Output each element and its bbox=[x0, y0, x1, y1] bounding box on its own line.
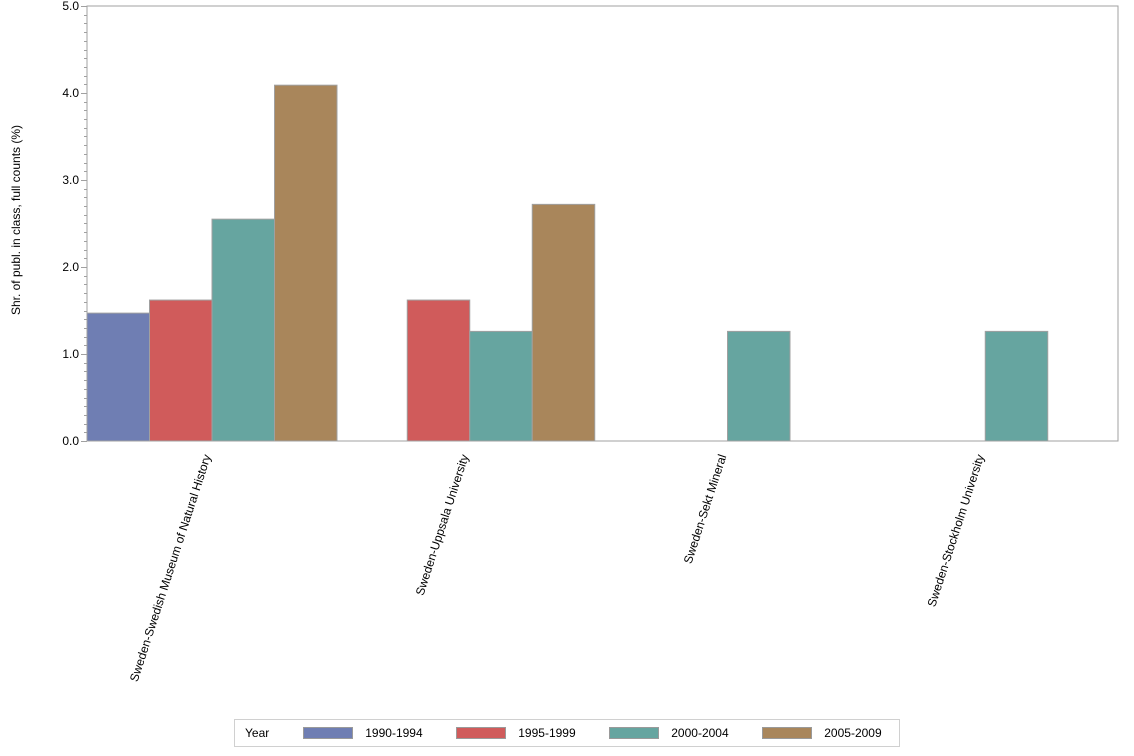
legend-label: 1995-1999 bbox=[518, 726, 576, 740]
bar bbox=[531, 203, 596, 442]
x-tick-label: Sweden-Sekt Mineral bbox=[681, 453, 730, 566]
x-tick-label: Sweden-Stockholm University bbox=[925, 453, 988, 609]
y-tick-label: 5.0 bbox=[62, 0, 79, 13]
x-tick-label: Sweden-Swedish Museum of Natural History bbox=[127, 453, 214, 684]
bar-chart: 0.0 1.0 2.0 3.0 4.0 5.0 Sweden-Swedish Museum… bbox=[9, 0, 1119, 684]
bar bbox=[727, 330, 791, 442]
y-tick-label: 3.0 bbox=[62, 173, 79, 187]
bars bbox=[86, 84, 1049, 442]
bar bbox=[984, 330, 1049, 442]
y-tick-label: 1.0 bbox=[62, 347, 79, 361]
legend-swatch bbox=[762, 727, 813, 739]
legend-title: Year bbox=[245, 726, 270, 740]
y-axis: 0.0 1.0 2.0 3.0 4.0 5.0 bbox=[62, 0, 1119, 448]
legend: Year 1990-1994 1995-1999 2000-2004 2005-200… bbox=[234, 719, 900, 747]
bar bbox=[149, 299, 213, 442]
legend-label: 2000-2004 bbox=[671, 726, 729, 740]
legend-item: 2000-2004 bbox=[609, 726, 762, 740]
legend-label: 1990-1994 bbox=[365, 726, 423, 740]
y-tick-label: 2.0 bbox=[62, 260, 79, 274]
bar bbox=[274, 84, 338, 442]
bar bbox=[406, 299, 471, 442]
x-axis-labels: Sweden-Swedish Museum of Natural History… bbox=[127, 453, 987, 684]
y-axis-title: Shr. of publ. in class, full counts (%) bbox=[9, 125, 23, 315]
legend-item: 2005-2009 bbox=[762, 726, 915, 740]
bar bbox=[86, 312, 150, 442]
bar bbox=[211, 218, 275, 442]
legend-swatch bbox=[303, 727, 354, 739]
bar bbox=[469, 330, 533, 442]
x-tick-label: Sweden-Uppsala University bbox=[413, 453, 472, 598]
legend-swatch bbox=[456, 727, 507, 739]
legend-item: 1995-1999 bbox=[456, 726, 609, 740]
legend-item: 1990-1994 bbox=[303, 726, 456, 740]
y-tick-label: 0.0 bbox=[62, 434, 79, 448]
y-tick-label: 4.0 bbox=[62, 86, 79, 100]
legend-swatch bbox=[609, 727, 660, 739]
legend-label: 2005-2009 bbox=[824, 726, 882, 740]
